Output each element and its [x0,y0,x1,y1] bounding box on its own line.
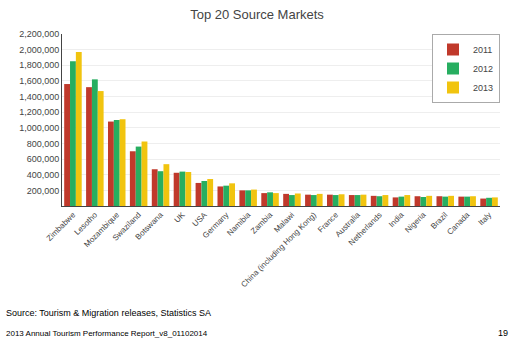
svg-text:Australia: Australia [334,210,363,239]
svg-text:2012: 2012 [473,64,493,74]
svg-text:19: 19 [498,328,508,338]
svg-text:Namibia: Namibia [225,210,253,238]
svg-text:Mozambique: Mozambique [82,210,121,249]
svg-text:1,200,000: 1,200,000 [19,107,59,117]
svg-text:2,200,000: 2,200,000 [19,29,59,39]
svg-text:2011: 2011 [473,45,492,55]
svg-text:1,800,000: 1,800,000 [19,60,59,70]
svg-text:1,400,000: 1,400,000 [19,92,59,102]
svg-text:Germany: Germany [201,210,231,240]
svg-text:Malawi: Malawi [272,210,296,234]
svg-text:USA: USA [191,210,209,228]
svg-text:Lesotho: Lesotho [73,210,100,237]
svg-text:Netherlands: Netherlands [347,210,384,247]
svg-text:Canada: Canada [445,210,472,237]
svg-text:Brazil: Brazil [429,210,450,231]
svg-text:200,000: 200,000 [27,186,60,196]
svg-text:2,000,000: 2,000,000 [19,45,59,55]
svg-text:Botswana: Botswana [134,210,166,242]
svg-text:400,000: 400,000 [27,170,60,180]
svg-text:Top 20 Source Markets: Top 20 Source Markets [190,7,324,22]
svg-text:China (including Hong Kong): China (including Hong Kong) [239,210,318,289]
svg-text:Swaziland: Swaziland [111,210,143,242]
svg-text:600,000: 600,000 [27,154,60,164]
svg-text:Zambia: Zambia [249,210,275,236]
svg-text:2013: 2013 [473,83,493,93]
svg-text:800,000: 800,000 [27,139,60,149]
svg-text:Nigeria: Nigeria [403,210,428,235]
svg-text:Source: Tourism & Migration re: Source: Tourism & Migration releases, St… [6,308,211,318]
svg-text:France: France [316,210,340,234]
svg-text:India: India [387,210,406,229]
svg-text:2013 Annual Tourism Performanc: 2013 Annual Tourism Performance Report_v… [6,329,208,338]
svg-text:Zimbabwe: Zimbabwe [45,210,78,243]
svg-text:1,000,000: 1,000,000 [19,123,59,133]
svg-text:1,600,000: 1,600,000 [19,76,59,86]
svg-text:Italy: Italy [477,210,494,227]
svg-text:UK: UK [172,210,187,225]
